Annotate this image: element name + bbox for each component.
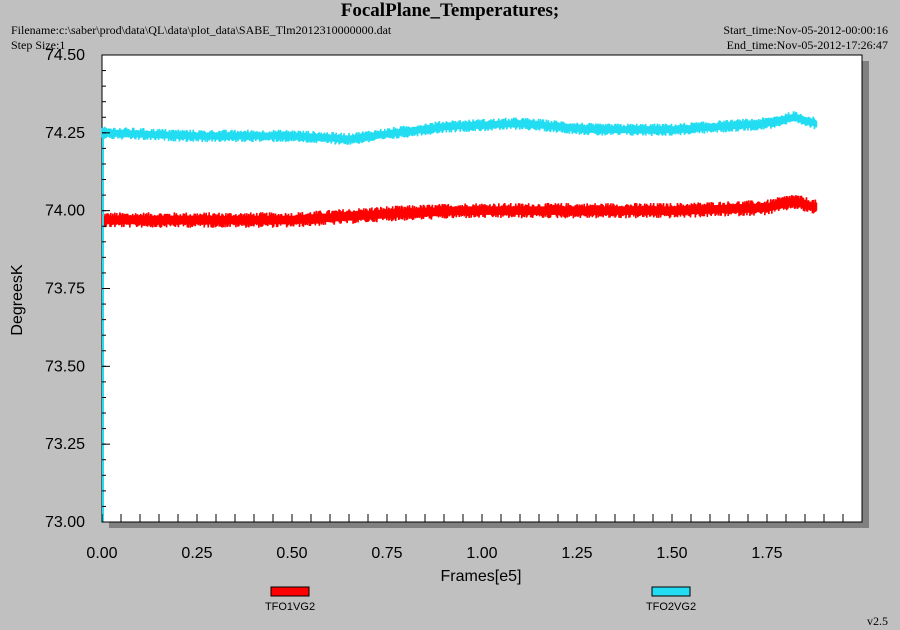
- filename-label: Filename:c:\saber\prod\data\QL\data\plot…: [11, 23, 392, 37]
- x-tick-label: 0.00: [86, 545, 117, 562]
- x-axis-title: Frames[e5]: [441, 568, 522, 585]
- x-tick-label: 1.50: [656, 545, 687, 562]
- series-tfo1vg2: [101, 195, 818, 228]
- legend-swatch: [651, 586, 691, 597]
- x-tick-label: 0.75: [371, 545, 402, 562]
- y-tick-label: 73.25: [45, 436, 85, 453]
- series-band: [102, 197, 817, 225]
- y-tick-label: 73.50: [45, 358, 85, 375]
- x-tick-label: 1.75: [751, 545, 782, 562]
- x-tick-label: 0.25: [181, 545, 212, 562]
- start-time-label: Start_time:Nov-05-2012-00:00:16: [723, 23, 888, 37]
- series-tfo2vg2: [101, 111, 818, 145]
- legend-label: TFO1VG2: [265, 601, 315, 613]
- y-tick-label: 74.25: [45, 125, 85, 142]
- legend-label: TFO2VG2: [646, 601, 696, 613]
- series-band: [102, 114, 817, 143]
- y-tick-label: 73.75: [45, 281, 85, 298]
- x-tick-label: 1.00: [466, 545, 497, 562]
- step-size-label: Step Size:1: [11, 38, 66, 52]
- y-axis-title: DegreesK: [9, 264, 26, 335]
- chart-title: FocalPlane_Temperatures;: [340, 0, 560, 21]
- y-tick-label: 74.50: [45, 47, 85, 64]
- y-tick-label: 74.00: [45, 203, 85, 220]
- end-time-label: End_time:Nov-05-2012-17:26:47: [726, 38, 888, 52]
- y-tick-label: 73.00: [45, 514, 85, 531]
- x-tick-label: 1.25: [561, 545, 592, 562]
- x-tick-label: 0.50: [276, 545, 307, 562]
- legend-swatch: [270, 586, 310, 597]
- version-label: v2.5: [867, 614, 888, 628]
